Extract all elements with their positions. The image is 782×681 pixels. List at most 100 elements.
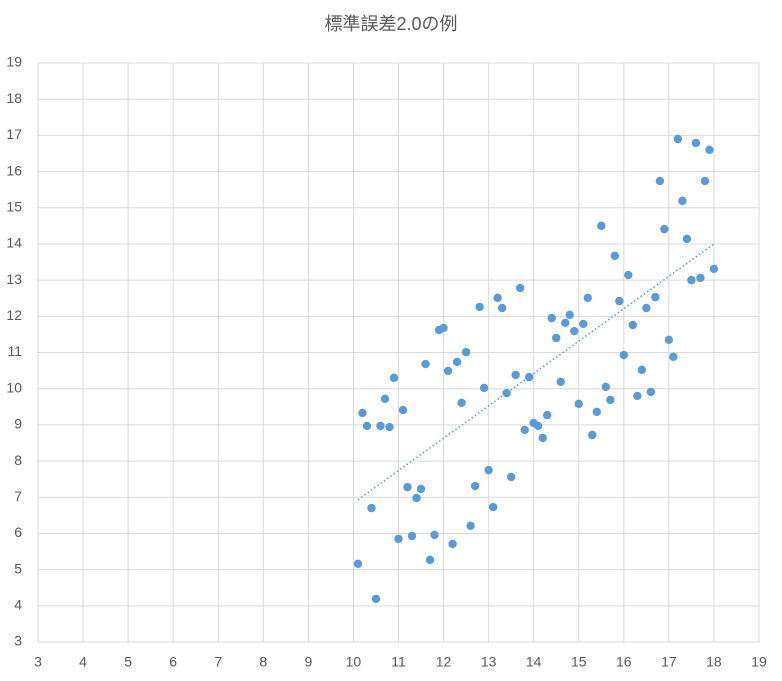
x-tick-label: 16	[616, 654, 632, 670]
y-tick-label: 15	[6, 198, 22, 214]
point	[633, 391, 642, 401]
point	[457, 398, 466, 408]
point	[479, 383, 489, 393]
point	[502, 388, 511, 398]
point	[610, 251, 619, 261]
x-tick-label: 5	[124, 654, 132, 670]
point	[394, 534, 403, 544]
point	[588, 430, 597, 440]
point	[579, 319, 588, 329]
point	[705, 145, 714, 155]
point	[385, 422, 394, 432]
point	[452, 357, 462, 367]
point	[412, 493, 421, 503]
point	[389, 373, 399, 383]
point	[398, 405, 408, 415]
point	[448, 539, 457, 549]
x-tick-label: 6	[169, 654, 177, 670]
y-tick-label: 6	[14, 524, 22, 540]
y-tick-label: 19	[6, 54, 22, 70]
point	[637, 365, 647, 375]
y-tick-label: 10	[6, 379, 22, 395]
point	[520, 425, 529, 435]
point	[678, 196, 687, 206]
point	[615, 296, 624, 306]
point	[371, 594, 381, 604]
point	[511, 370, 520, 380]
point	[547, 313, 556, 323]
point	[565, 310, 574, 320]
point	[691, 138, 701, 148]
y-tick-label: 7	[14, 488, 22, 504]
x-tick-label: 8	[259, 654, 267, 670]
point	[488, 502, 498, 512]
point	[484, 465, 493, 475]
point	[533, 421, 543, 431]
point	[466, 521, 475, 531]
point	[515, 283, 525, 293]
y-tick-label: 16	[6, 162, 22, 178]
x-tick-label: 17	[661, 654, 677, 670]
point	[461, 347, 471, 357]
y-tick-label: 9	[14, 416, 22, 432]
x-tick-label: 19	[751, 654, 767, 670]
point	[439, 323, 448, 333]
point	[669, 352, 678, 362]
point	[403, 482, 412, 492]
point	[700, 176, 710, 186]
y-tick-label: 5	[14, 560, 22, 576]
x-tick-label: 12	[436, 654, 452, 670]
y-tick-label: 3	[14, 633, 22, 649]
point	[660, 224, 669, 234]
point	[556, 377, 565, 387]
point	[497, 303, 507, 313]
point	[358, 408, 367, 418]
point	[407, 531, 417, 541]
point	[353, 559, 363, 569]
point	[543, 410, 552, 420]
point	[628, 320, 638, 330]
point	[552, 333, 561, 343]
point	[475, 302, 484, 312]
point	[619, 350, 629, 360]
y-tick-label: 11	[7, 343, 22, 359]
y-tick-label: 4	[14, 597, 22, 613]
point	[493, 293, 502, 303]
point	[664, 335, 674, 345]
point	[506, 472, 516, 482]
x-tick-label: 14	[526, 654, 542, 670]
x-tick-label: 9	[304, 654, 312, 670]
point	[583, 293, 592, 303]
y-tick-label: 12	[6, 307, 22, 323]
x-tick-label: 11	[391, 654, 406, 670]
point	[673, 134, 683, 144]
point	[597, 221, 606, 231]
x-tick-label: 10	[346, 654, 362, 670]
point	[524, 372, 534, 382]
point	[443, 366, 453, 376]
point	[651, 292, 660, 302]
trendline	[357, 243, 715, 501]
point	[696, 273, 705, 283]
y-tick-label: 17	[6, 126, 22, 142]
point	[416, 484, 426, 494]
y-tick-label: 13	[6, 271, 22, 287]
y-tick-label: 14	[6, 235, 22, 251]
point	[646, 387, 656, 397]
point	[380, 394, 390, 404]
point	[642, 303, 651, 313]
x-tick-label: 15	[571, 654, 587, 670]
point	[592, 407, 601, 417]
y-tick-label: 8	[14, 452, 22, 468]
x-tick-label: 7	[214, 654, 222, 670]
point	[538, 433, 547, 443]
point	[470, 481, 480, 491]
point	[376, 421, 385, 431]
point	[570, 326, 579, 336]
point	[561, 318, 570, 328]
point	[421, 359, 430, 369]
point	[425, 555, 435, 565]
x-tick-label: 4	[79, 654, 87, 670]
